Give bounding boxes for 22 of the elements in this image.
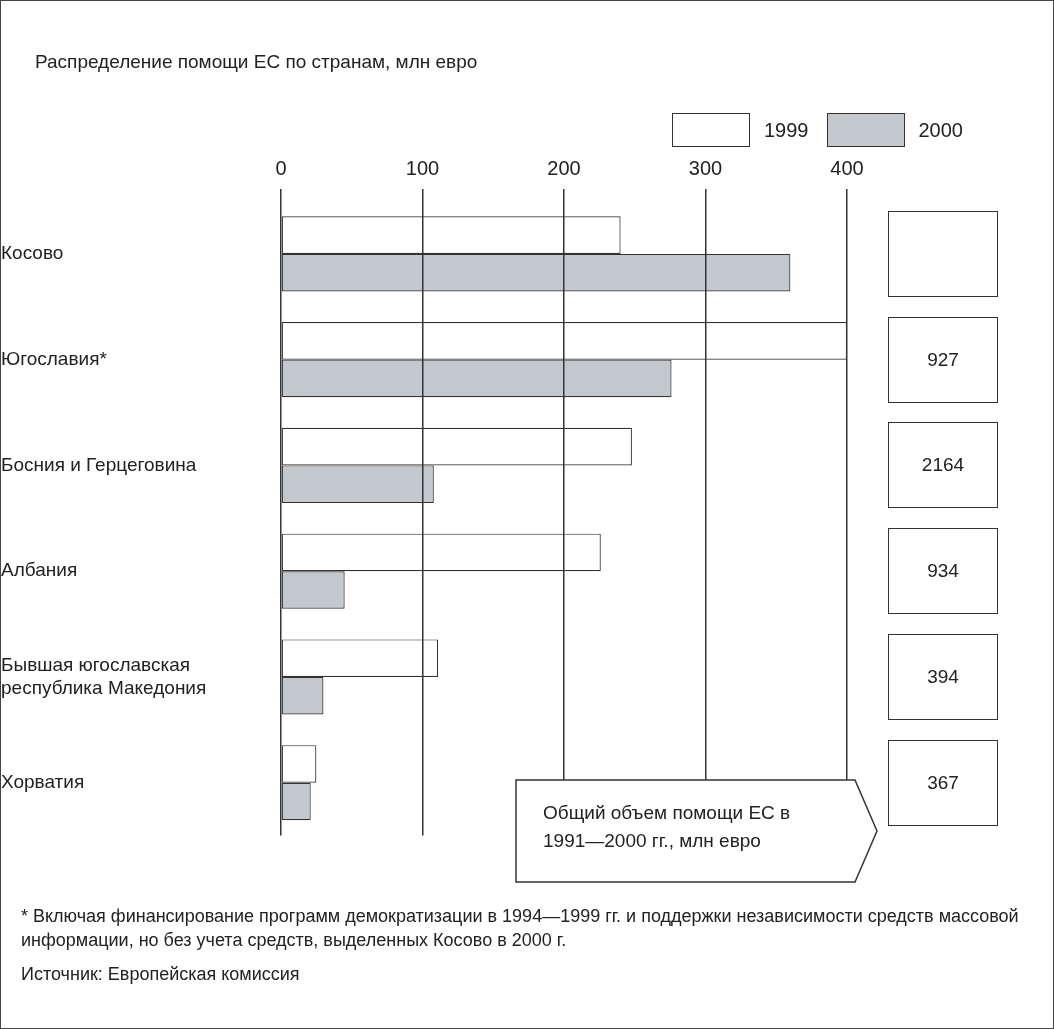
x-tick-label: 300 <box>688 156 723 179</box>
y-tick-label: Югославия* <box>1 347 108 369</box>
text: 2164 <box>888 422 998 509</box>
y-tick-label: Албания <box>1 559 78 581</box>
y-tick-label: Бывшая югославская республика Македония <box>1 653 207 698</box>
y-tick-label: Хорватия <box>1 770 85 792</box>
x-tick-label: 0 <box>275 156 287 179</box>
text: * Включая финансирование программ демократизации в 1994—1999 гг. и поддержки независимости средств массовой информации, но без учета средств, выделенных Косово в 2000 г. <box>21 905 1020 952</box>
annotation: Общий объем помощи ЕС в 1991—2000 гг., млн евро <box>543 801 792 853</box>
text: Источник: Европейская комиссия <box>21 963 301 986</box>
text: 1999 <box>764 118 809 142</box>
y-tick-label: Босния и Герцеговина <box>1 453 197 475</box>
x-tick-label: 200 <box>547 156 581 179</box>
chart-title: Распределение помощи ЕС по странам, млн евро <box>35 51 478 73</box>
x-tick-label: 100 <box>405 156 440 179</box>
text: 927 <box>888 316 998 403</box>
legend-label: 2000 <box>918 118 963 142</box>
y-tick-label: Косово <box>1 242 64 264</box>
text: 934 <box>888 528 998 615</box>
text: 367 <box>888 739 998 826</box>
text: 394 <box>888 633 998 720</box>
x-tick-label: 400 <box>830 156 864 179</box>
